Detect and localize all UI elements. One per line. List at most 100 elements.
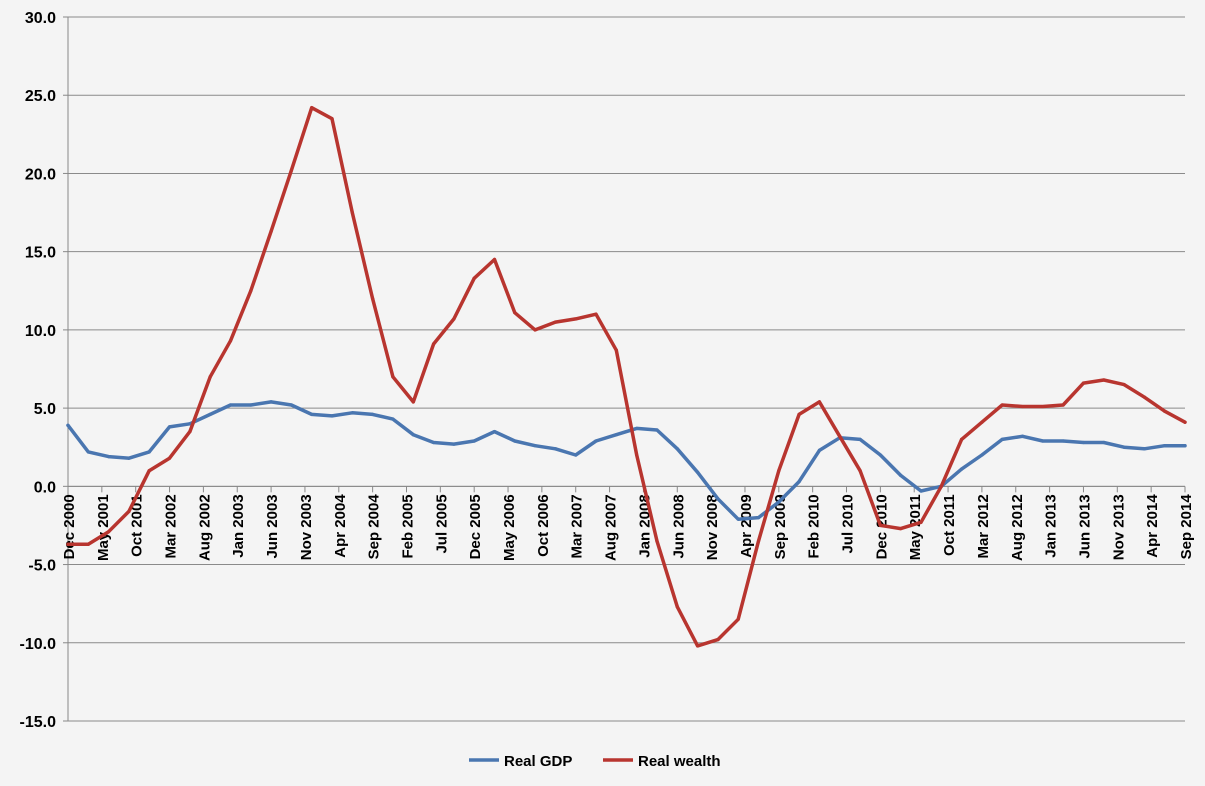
data-point (614, 433, 618, 437)
data-point (330, 414, 334, 418)
x-tick-label: Nov 2008 (704, 494, 721, 560)
series-line-real-gdp (66, 400, 1187, 521)
data-point (371, 297, 375, 301)
data-point (127, 456, 131, 460)
x-tick-label: Apr 2009 (738, 494, 755, 557)
data-point (86, 450, 90, 454)
data-point (858, 469, 862, 473)
y-tick-label: -10.0 (20, 636, 57, 653)
y-tick-label: 10.0 (25, 323, 56, 340)
y-axis: -15.0 -10.0 -5.0 0.0 5.0 10.0 15.0 20.0 25.0 30.0 (20, 10, 69, 731)
data-point (716, 638, 720, 642)
data-point (695, 644, 700, 648)
x-tick-label: Jan 2013 (1043, 494, 1060, 557)
data-point (107, 530, 111, 534)
data-point (147, 450, 151, 454)
data-point (452, 317, 456, 321)
data-point (431, 440, 436, 445)
legend-label: Real GDP (504, 753, 572, 770)
data-point (756, 539, 761, 543)
data-point (492, 257, 497, 262)
x-tick-label: Jun 2013 (1076, 494, 1093, 558)
data-point (208, 412, 212, 416)
data-point (452, 442, 456, 446)
y-tick-label: 30.0 (25, 10, 56, 27)
data-point (513, 311, 517, 315)
x-tick-label: May 2001 (95, 494, 112, 561)
x-tick-label: Nov 2013 (1110, 494, 1127, 560)
data-point (1122, 445, 1126, 449)
x-tick-label: May 2011 (907, 494, 924, 560)
data-point (1000, 437, 1004, 441)
data-point (858, 437, 862, 441)
data-point (350, 210, 354, 215)
x-tick-label: Aug 2007 (603, 494, 620, 561)
series-line-real-wealth (66, 105, 1187, 648)
data-point (1020, 404, 1025, 409)
y-tick-label: 15.0 (25, 245, 56, 262)
data-point (167, 456, 172, 460)
data-point (574, 317, 578, 321)
data-point (1061, 439, 1065, 443)
x-tick-label: Oct 2006 (535, 494, 552, 557)
data-point (350, 411, 354, 415)
data-point (228, 403, 233, 407)
data-point (1020, 434, 1025, 438)
data-point (655, 428, 659, 432)
y-tick-label: 25.0 (25, 88, 56, 105)
data-point (817, 448, 822, 452)
data-point (66, 423, 70, 427)
x-tick-label: Jun 2003 (264, 494, 281, 558)
x-tick-label: Oct 2001 (129, 494, 146, 557)
data-point (960, 437, 964, 441)
data-point (513, 439, 517, 443)
data-point (736, 617, 740, 621)
data-point (919, 520, 923, 524)
x-tick-label: Mar 2002 (163, 494, 180, 558)
y-tick-label: -5.0 (28, 558, 56, 575)
data-point (1142, 395, 1146, 399)
x-tick-label: Mar 2012 (975, 494, 992, 558)
data-point (635, 453, 639, 457)
data-point (492, 429, 497, 434)
data-point (797, 480, 801, 484)
data-point (1122, 383, 1126, 387)
x-tick-label: Apr 2004 (332, 494, 349, 558)
data-point (330, 117, 334, 121)
data-point (1142, 447, 1146, 451)
gridlines (68, 16, 1185, 722)
data-point (960, 467, 964, 471)
data-point (1163, 409, 1167, 413)
data-point (310, 412, 314, 416)
y-tick-label: 5.0 (34, 401, 56, 418)
data-point (838, 434, 842, 438)
data-point (1163, 444, 1167, 448)
data-point (878, 523, 882, 528)
x-tick-label: Sep 2004 (366, 494, 383, 560)
data-point (167, 425, 172, 429)
x-tick-label: Apr 2014 (1144, 494, 1161, 558)
y-tick-label: -15.0 (20, 714, 57, 731)
data-point (553, 320, 558, 324)
data-point (878, 453, 882, 457)
data-point (1000, 403, 1004, 407)
x-tick-label: Jul 2010 (840, 494, 857, 553)
x-tick-label: Sep 2014 (1178, 494, 1195, 560)
data-point (980, 453, 984, 457)
data-point (1102, 378, 1106, 382)
data-point (249, 289, 253, 293)
x-tick-label: Jan 2008 (636, 494, 653, 557)
data-point (899, 526, 903, 531)
data-point (391, 375, 395, 379)
data-point (371, 412, 375, 416)
series-lines (66, 105, 1187, 648)
data-point (1041, 404, 1045, 409)
data-point (777, 500, 781, 504)
x-tick-label: Dec 2000 (61, 494, 78, 559)
data-point (716, 497, 720, 501)
data-point (675, 605, 679, 609)
data-point (695, 470, 700, 474)
x-tick-label: May 2006 (501, 494, 518, 561)
data-point (107, 455, 111, 459)
data-point (411, 433, 415, 437)
